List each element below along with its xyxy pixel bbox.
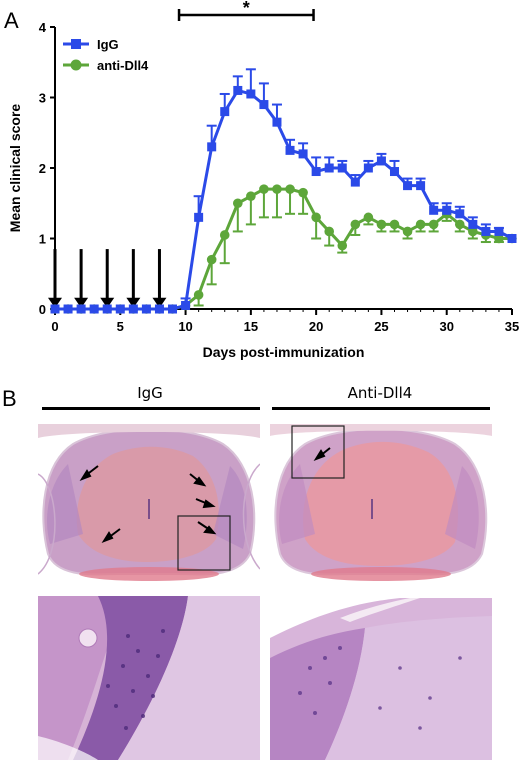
data-point-anti-dll4 <box>350 219 361 230</box>
y-tick-label: 0 <box>39 302 46 317</box>
data-point-anti-dll4 <box>246 191 256 201</box>
data-point-igg <box>154 304 164 314</box>
data-point-igg <box>324 163 334 173</box>
data-point-anti-dll4 <box>402 226 413 237</box>
data-point-anti-dll4 <box>376 219 387 230</box>
data-point-igg <box>416 181 426 191</box>
y-axis-title: Mean clinical score <box>7 104 23 233</box>
data-point-anti-dll4 <box>219 230 230 240</box>
data-point-igg <box>455 209 465 219</box>
data-point-igg <box>233 85 243 95</box>
data-point-igg <box>403 181 413 191</box>
data-point-anti-dll4 <box>298 187 308 198</box>
data-point-igg <box>141 304 151 314</box>
data-point-igg <box>102 304 112 314</box>
x-tick-label: 25 <box>374 319 388 334</box>
data-point-igg <box>207 142 217 152</box>
data-point-igg <box>76 304 86 314</box>
y-tick-label: 1 <box>39 232 46 247</box>
data-point-anti-dll4 <box>468 226 478 237</box>
data-point-anti-dll4 <box>389 219 400 230</box>
igg-high-mag-section <box>38 596 260 760</box>
panel-b-letter: B <box>2 386 17 411</box>
data-point-anti-dll4 <box>272 184 282 194</box>
data-point-anti-dll4 <box>324 226 335 237</box>
data-point-anti-dll4 <box>337 240 348 251</box>
data-point-igg <box>507 234 517 243</box>
data-point-igg <box>115 304 125 314</box>
data-point-igg <box>259 100 269 110</box>
data-point-igg <box>376 156 386 166</box>
data-point-igg <box>220 107 230 117</box>
data-point-igg <box>442 205 452 215</box>
anti-dll4-high-mag-section <box>270 598 492 760</box>
injection-arrow-head <box>100 297 115 308</box>
data-point-igg <box>350 177 360 187</box>
data-point-anti-dll4 <box>454 219 465 230</box>
x-tick-label: 15 <box>244 319 258 334</box>
data-point-igg <box>50 304 60 314</box>
injection-arrow-head <box>48 297 62 308</box>
data-point-anti-dll4 <box>311 212 321 223</box>
legend-marker-anti-dll4 <box>70 59 82 71</box>
histo-left-bar <box>42 407 260 410</box>
y-tick-label: 3 <box>39 91 46 106</box>
data-point-igg <box>181 300 191 310</box>
data-point-anti-dll4 <box>285 184 295 194</box>
data-point-igg <box>272 117 282 127</box>
data-point-anti-dll4 <box>415 219 426 230</box>
x-tick-label: 20 <box>309 319 323 334</box>
y-tick-label: 2 <box>39 161 46 176</box>
injection-arrow-head <box>126 297 141 308</box>
legend-label-igg: IgG <box>97 37 119 52</box>
data-point-igg <box>389 167 399 177</box>
panel-a-letter: A <box>4 8 19 33</box>
data-point-igg <box>481 226 491 236</box>
data-point-anti-dll4 <box>259 184 269 194</box>
data-point-igg <box>363 163 373 173</box>
data-point-anti-dll4 <box>206 254 217 265</box>
injection-arrow-head <box>74 297 89 308</box>
data-point-igg <box>468 219 478 229</box>
data-point-igg <box>128 304 138 314</box>
anti-dll4-low-mag-section <box>270 424 492 584</box>
data-point-anti-dll4 <box>428 219 439 230</box>
data-point-anti-dll4 <box>363 212 374 223</box>
legend-marker-igg <box>71 39 81 49</box>
injection-arrow-head <box>152 297 167 308</box>
data-point-igg <box>311 167 321 177</box>
histo-right-bar <box>272 407 490 410</box>
x-tick-label: 30 <box>439 319 453 334</box>
data-point-igg <box>194 212 204 222</box>
significance-star: * <box>243 0 250 18</box>
data-point-igg <box>89 304 99 314</box>
histo-left-title: IgG <box>137 384 163 402</box>
clinical-score-chart: A 0 1 2 3 4 0 5 10 15 20 25 30 35 Days post-immunizat… <box>4 0 519 360</box>
data-point-igg <box>63 304 73 314</box>
igg-low-mag-section <box>38 424 260 584</box>
data-point-igg <box>298 149 308 159</box>
x-tick-label: 35 <box>505 319 519 334</box>
data-point-igg <box>337 163 347 173</box>
x-axis-title: Days post-immunization <box>203 344 365 360</box>
data-point-anti-dll4 <box>494 233 504 244</box>
legend-label-anti-dll4: anti-Dll4 <box>97 58 149 73</box>
histo-right-title: Anti-Dll4 <box>347 384 413 402</box>
data-point-igg <box>285 145 295 155</box>
data-point-igg <box>429 205 439 215</box>
data-point-anti-dll4 <box>233 198 243 209</box>
x-tick-label: 0 <box>51 319 58 334</box>
data-point-igg <box>494 226 504 236</box>
data-point-anti-dll4 <box>193 290 204 300</box>
series-line-igg <box>55 88 513 311</box>
data-point-igg <box>246 89 256 99</box>
y-tick-label: 4 <box>39 20 47 35</box>
data-point-igg <box>168 304 178 314</box>
x-tick-label: 10 <box>178 319 192 334</box>
x-tick-label: 5 <box>117 319 124 334</box>
